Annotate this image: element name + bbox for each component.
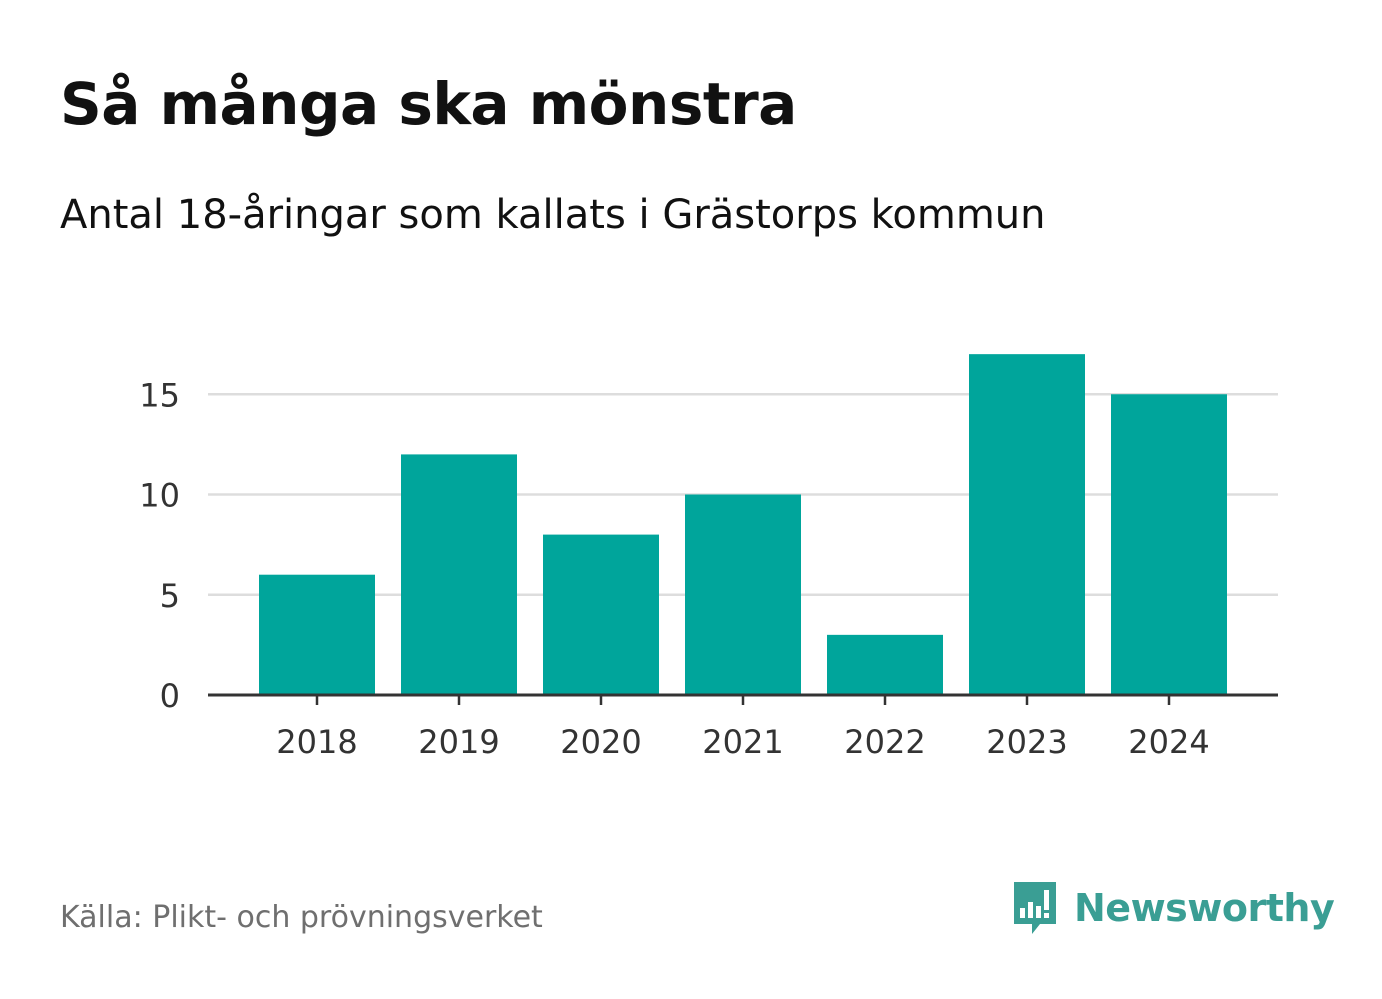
y-tick-label: 15 — [139, 376, 180, 414]
x-tick-label: 2021 — [702, 723, 783, 761]
bar — [543, 534, 659, 695]
y-tick-label: 10 — [139, 477, 180, 515]
x-tick-label: 2019 — [418, 723, 499, 761]
y-tick-label: 5 — [160, 577, 180, 615]
x-tick-label: 2024 — [1128, 723, 1209, 761]
x-tick-label: 2020 — [560, 723, 641, 761]
chart-title: Så många ska mönstra — [60, 70, 797, 138]
chart-subtitle: Antal 18-åringar som kallats i Grästorps… — [60, 192, 1046, 238]
bar — [259, 574, 375, 695]
bar — [969, 354, 1085, 695]
x-tick-label: 2023 — [986, 723, 1067, 761]
bar — [827, 634, 943, 695]
source-note: Källa: Plikt- och prövningsverket — [60, 900, 543, 935]
y-tick-label: 0 — [160, 677, 180, 715]
brand-logo: Newsworthy — [1010, 878, 1335, 938]
brand-name: Newsworthy — [1074, 886, 1335, 930]
x-tick-label: 2018 — [276, 723, 357, 761]
newsworthy-logo-icon — [1014, 882, 1056, 934]
bar — [401, 454, 517, 695]
bar — [1111, 394, 1227, 695]
bar — [685, 494, 801, 695]
x-tick-label: 2022 — [844, 723, 925, 761]
